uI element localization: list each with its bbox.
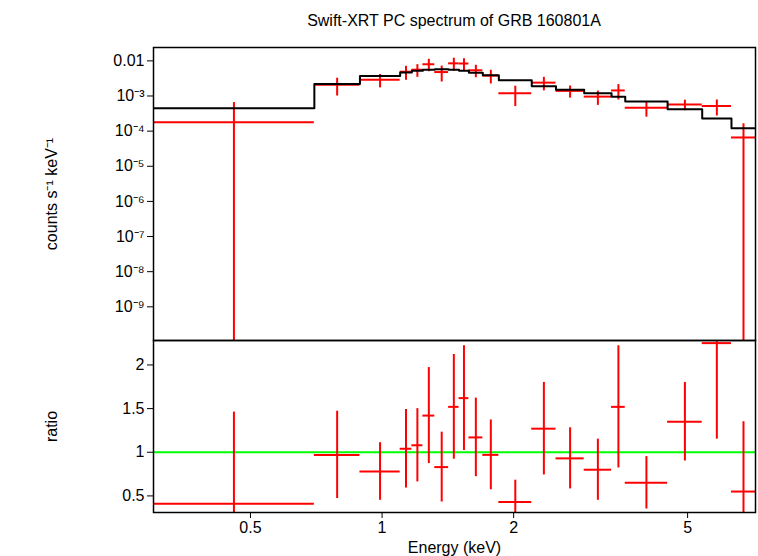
svg-text:2: 2 bbox=[136, 356, 145, 373]
svg-text:5: 5 bbox=[683, 519, 692, 536]
svg-text:10⁻⁶: 10⁻⁶ bbox=[115, 193, 144, 210]
svg-text:0.5: 0.5 bbox=[122, 487, 144, 504]
svg-text:Energy (keV): Energy (keV) bbox=[408, 539, 501, 556]
svg-text:counts s⁻¹ keV⁻¹: counts s⁻¹ keV⁻¹ bbox=[43, 138, 60, 250]
svg-text:1.5: 1.5 bbox=[122, 400, 144, 417]
svg-text:1: 1 bbox=[378, 519, 387, 536]
svg-text:0.01: 0.01 bbox=[113, 52, 144, 69]
svg-text:10⁻³: 10⁻³ bbox=[116, 87, 145, 104]
svg-text:10⁻⁹: 10⁻⁹ bbox=[115, 298, 145, 315]
svg-text:2: 2 bbox=[509, 519, 518, 536]
svg-text:10⁻⁴: 10⁻⁴ bbox=[115, 122, 145, 139]
svg-text:ratio: ratio bbox=[43, 411, 60, 442]
svg-text:1: 1 bbox=[136, 443, 145, 460]
svg-text:10⁻⁷: 10⁻⁷ bbox=[116, 228, 145, 245]
svg-text:0.5: 0.5 bbox=[239, 519, 261, 536]
svg-text:10⁻⁸: 10⁻⁸ bbox=[115, 263, 145, 280]
svg-text:10⁻⁵: 10⁻⁵ bbox=[115, 157, 144, 174]
html-text:Swift-XRT PC spectrum of GRB 1: Swift-XRT PC spectrum of GRB 160801A bbox=[307, 12, 601, 29]
